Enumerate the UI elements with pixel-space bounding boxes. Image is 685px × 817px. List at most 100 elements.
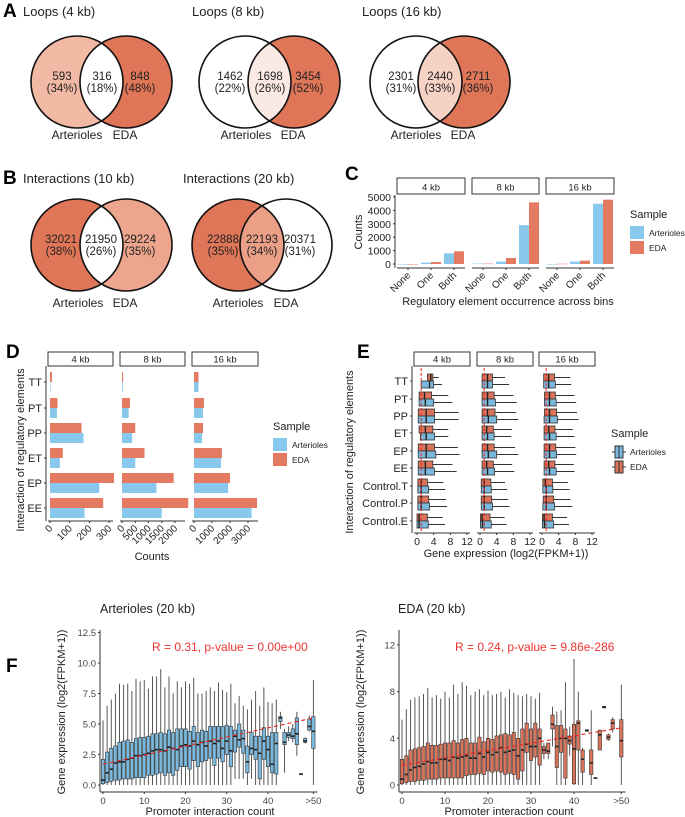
box [417, 747, 422, 781]
box [516, 738, 521, 780]
x-tick-label: None [537, 270, 562, 295]
panel-letter: F [6, 656, 18, 677]
venn-percent: (52%) [293, 83, 324, 95]
venn-overlap [248, 36, 291, 128]
venn-count: 1698 [257, 71, 283, 83]
bar-eda [408, 264, 418, 265]
box [537, 728, 542, 766]
box [257, 735, 262, 780]
facet-label: 4 kb [72, 355, 90, 366]
box [498, 734, 503, 773]
box-eda [417, 478, 428, 487]
x-tick-label: 20 [180, 796, 191, 807]
bar-arterioles [547, 264, 557, 265]
facet-label: 8 kb [496, 355, 514, 366]
x-tick-label: 3000 [230, 523, 254, 547]
x-tick-label: 40 [569, 796, 580, 807]
x-tick-label: 4 [556, 536, 562, 548]
box-eda [480, 478, 492, 487]
venn-outline [198, 35, 292, 129]
x-tick-label: None [388, 270, 413, 295]
venn-count: 22888 [207, 234, 239, 246]
box-arterioles [481, 467, 495, 476]
legend-key [630, 226, 644, 239]
bar-arterioles [496, 261, 506, 264]
bar-eda [454, 251, 464, 264]
x-tick-label: 8 [510, 536, 516, 548]
venn-title: Loops (16 kb) [362, 4, 442, 19]
panel-letter: D [6, 342, 20, 363]
x-tick-label: 0 [477, 536, 483, 548]
venn-outline [191, 198, 285, 292]
box [195, 732, 200, 767]
legend-title: Sample [611, 428, 648, 440]
venn-percent: (48%) [125, 83, 156, 95]
box [187, 731, 192, 770]
x-axis-title: Counts [135, 551, 170, 563]
venn-percent: (26%) [255, 83, 286, 95]
y-axis-title: Counts [353, 214, 365, 249]
bar-eda [122, 473, 174, 483]
bar-eda [122, 398, 130, 408]
facet-label: 16 kb [568, 183, 591, 194]
x-tick-label: One [564, 270, 585, 291]
box-arterioles [420, 380, 435, 389]
y-tick-label: 2000 [368, 232, 392, 244]
box [228, 726, 233, 768]
box [460, 739, 465, 779]
venn-outline [30, 198, 124, 292]
box [237, 723, 242, 748]
venn-outline [30, 35, 124, 129]
y-tick-label: Control.E [362, 516, 408, 528]
x-tick-label: 8 [572, 536, 578, 548]
facet-strip [545, 177, 615, 195]
y-tick-label: PP [393, 411, 408, 423]
bar-eda [483, 263, 493, 265]
y-tick-label: 5.0 [83, 720, 96, 731]
box [507, 734, 512, 774]
venn-count: 2440 [427, 71, 453, 83]
box [208, 726, 213, 759]
venn-outline [79, 198, 173, 292]
bar-arterioles [194, 382, 199, 392]
bar-arterioles [444, 253, 454, 264]
x-tick-label: 12 [524, 536, 536, 548]
box [200, 729, 205, 763]
y-axis-title: Gene expression (log2(FPKM+1)) [355, 630, 367, 795]
box-arterioles [416, 520, 429, 529]
venn-label: EDA [274, 296, 299, 310]
y-tick-label: 10.0 [78, 659, 97, 670]
venn-label: Arterioles [213, 296, 264, 310]
y-axis-title: Interaction of regulatory elements [344, 370, 356, 534]
y-tick-label: ET [394, 428, 408, 440]
facet-label: 4 kb [433, 355, 451, 366]
facet-strip [413, 351, 471, 367]
box [274, 732, 279, 775]
venn-title: Interactions (10 kb) [23, 171, 134, 186]
panel-letter: C [345, 164, 359, 185]
bar-arterioles [50, 408, 57, 418]
box [412, 748, 417, 782]
y-tick-label: 12 [384, 640, 395, 651]
box-arterioles [480, 485, 492, 494]
x-tick-label: None [463, 270, 488, 295]
box [294, 717, 299, 746]
x-tick-label: 12 [586, 536, 598, 548]
box [282, 732, 287, 746]
venn-percent: (31%) [285, 246, 316, 258]
facet-strip [47, 351, 114, 367]
x-tick-label: 2000 [212, 523, 236, 547]
box [109, 748, 114, 782]
box [253, 735, 258, 760]
venn-outline [239, 198, 333, 292]
box [307, 718, 312, 731]
box [183, 728, 188, 768]
bar-eda [122, 448, 145, 458]
box-arterioles [542, 485, 554, 494]
venn-diagram [191, 198, 333, 292]
box [610, 719, 615, 730]
venn-overlap [240, 199, 284, 291]
y-tick-label: EP [27, 478, 42, 490]
box [619, 719, 624, 758]
venn-label: Arterioles [52, 128, 103, 142]
